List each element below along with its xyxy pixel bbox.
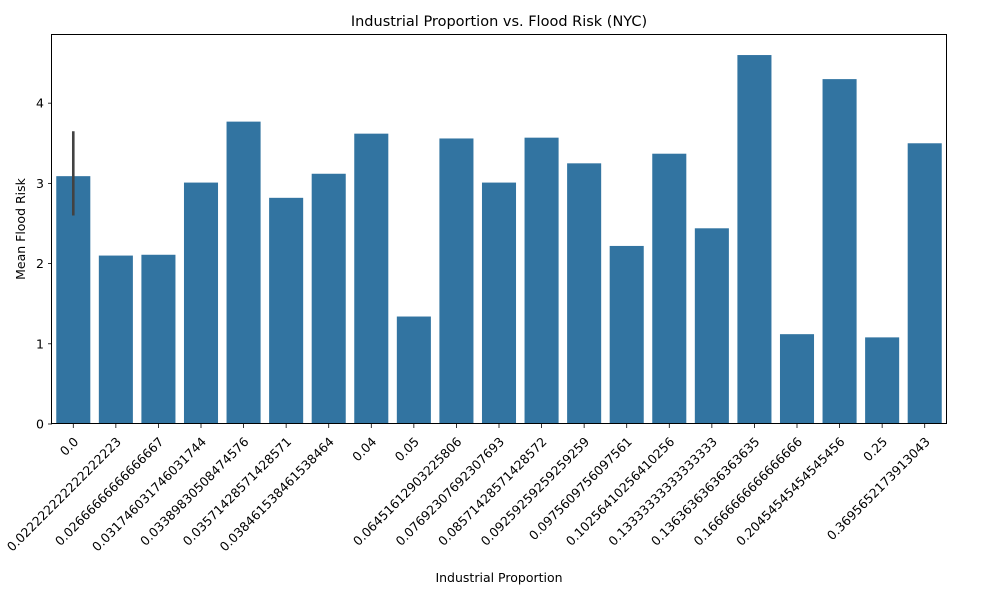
bar [226, 121, 261, 424]
y-tick-label: 1 [36, 336, 44, 351]
bar [609, 245, 644, 424]
bar [311, 173, 346, 424]
chart-title: Industrial Proportion vs. Flood Risk (NY… [351, 14, 647, 30]
bar [354, 133, 389, 424]
bar [567, 163, 602, 424]
bar [98, 255, 133, 424]
bar [439, 138, 474, 424]
bar [524, 137, 559, 424]
bar [481, 182, 517, 424]
y-tick-label: 2 [36, 256, 44, 271]
bar [694, 228, 729, 424]
plot-frame [51, 34, 947, 424]
y-axis-label: Mean Flood Risk [13, 177, 28, 280]
y-tick-label: 3 [36, 176, 44, 191]
bar [269, 197, 304, 424]
bar [865, 337, 900, 424]
bar [141, 254, 176, 424]
y-tick-label: 4 [36, 96, 44, 111]
bar [779, 334, 815, 424]
x-axis-label: Industrial Proportion [435, 570, 562, 585]
bar [907, 143, 942, 424]
y-tick-label: 0 [36, 417, 44, 432]
bar [737, 55, 772, 425]
bar [183, 182, 219, 424]
bar [652, 153, 687, 425]
bar [56, 176, 91, 424]
bar [396, 316, 431, 424]
bars-group [56, 55, 942, 425]
bar [822, 79, 857, 424]
